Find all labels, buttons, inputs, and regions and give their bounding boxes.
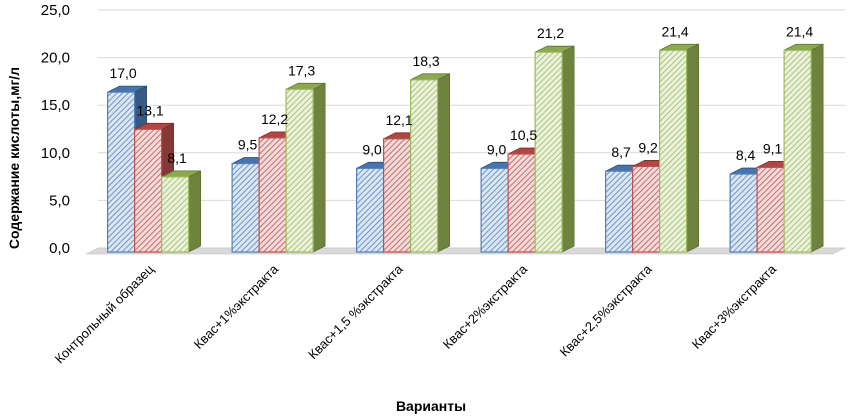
y-tick-label: 15,0 (41, 97, 70, 114)
y-axis-ticks: 0,0 5,0 10,0 15,0 20,0 25,0 (41, 2, 70, 257)
x-category-label: Квас+1%экстракта (191, 261, 282, 352)
data-label: 18,3 (412, 53, 439, 69)
data-label: 8,1 (167, 150, 187, 166)
x-category-label: Контрольный образец (52, 261, 157, 366)
data-label: 9,0 (362, 141, 382, 157)
y-tick-label: 20,0 (41, 50, 70, 67)
data-label: 9,5 (238, 137, 258, 153)
bar (134, 122, 175, 253)
data-label: 21,2 (537, 25, 564, 41)
bar (534, 45, 575, 253)
data-label: 12,1 (385, 112, 412, 128)
x-category-label: Квас+3%экстракта (689, 261, 780, 352)
y-tick-label: 25,0 (41, 2, 70, 19)
x-axis-title: Варианты (396, 398, 466, 414)
y-axis-title: Содержание кислоты,мг/л (6, 67, 22, 249)
bars (106, 43, 824, 253)
bar (783, 43, 824, 253)
x-category-label: Квас+2,5%экстракта (557, 261, 656, 360)
data-label: 21,4 (661, 23, 688, 39)
data-labels: 17,013,18,19,512,217,39,012,118,39,010,5… (109, 23, 813, 166)
data-label: 12,2 (261, 111, 288, 127)
bar (410, 73, 451, 253)
x-category-label: Квас+2%экстракта (440, 261, 531, 352)
x-axis-categories: Контрольный образец Квас+1%экстракта Квас+… (52, 261, 780, 366)
x-category-label: Квас+1,5 %экстракта (305, 261, 406, 362)
data-label: 10,5 (510, 127, 537, 143)
data-label: 17,0 (109, 65, 136, 81)
data-label: 17,3 (288, 62, 315, 78)
data-label: 8,7 (611, 144, 631, 160)
data-label: 21,4 (786, 23, 813, 39)
data-label: 9,0 (487, 141, 507, 157)
y-tick-label: 0,0 (49, 240, 70, 257)
data-label: 8,4 (736, 147, 756, 163)
bar (285, 82, 326, 253)
bar (161, 170, 202, 253)
data-label: 9,2 (638, 139, 658, 155)
data-label: 13,1 (136, 102, 163, 118)
data-label: 9,1 (763, 140, 783, 156)
y-tick-label: 5,0 (49, 192, 70, 209)
y-tick-label: 10,0 (41, 145, 70, 162)
bar (658, 43, 699, 253)
